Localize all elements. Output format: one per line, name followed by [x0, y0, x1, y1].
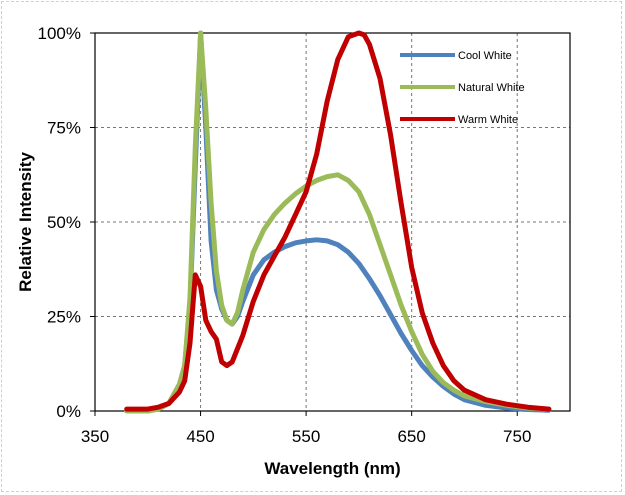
x-tick-label: 750 — [503, 427, 531, 446]
x-tick-label: 650 — [397, 427, 425, 446]
y-tick-label: 0% — [56, 402, 81, 421]
legend-label: Natural White — [458, 82, 525, 94]
x-axis-ticks: 350 450 550 650 750 — [81, 411, 531, 446]
x-tick-label: 450 — [186, 427, 214, 446]
series-line-warm-white — [124, 30, 552, 412]
series-lines — [124, 30, 552, 414]
y-axis-ticks: 0% 25% 50% 75% 100% — [38, 24, 95, 421]
x-axis-title: Wavelength (nm) — [264, 459, 400, 478]
y-tick-label: 50% — [47, 213, 81, 232]
y-axis-title: Relative Intensity — [16, 152, 35, 292]
x-tick-label: 350 — [81, 427, 109, 446]
legend-label: Cool White — [458, 50, 512, 62]
x-tick-label: 550 — [292, 427, 320, 446]
legend: Cool White Natural White Warm White — [400, 50, 525, 126]
series-line-natural-white — [124, 30, 552, 414]
y-tick-label: 100% — [38, 24, 81, 43]
y-tick-label: 75% — [47, 119, 81, 138]
legend-label: Warm White — [458, 114, 518, 126]
y-tick-label: 25% — [47, 308, 81, 327]
